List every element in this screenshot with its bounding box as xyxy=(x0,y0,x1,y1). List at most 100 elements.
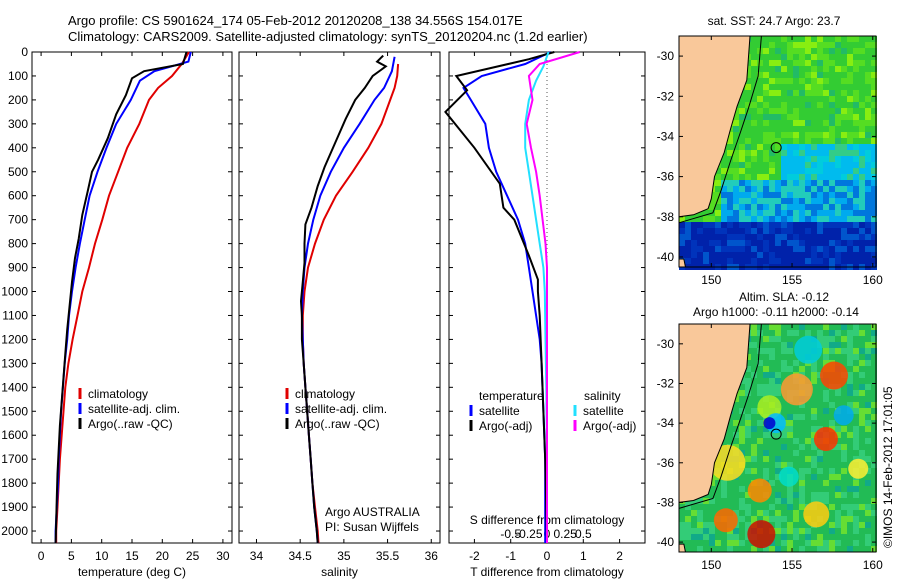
map-cell xyxy=(835,492,841,498)
map-cell xyxy=(811,246,817,252)
map-cell xyxy=(697,234,703,240)
map-cell xyxy=(799,432,805,438)
map-cell xyxy=(799,114,805,120)
map-cell xyxy=(817,150,823,156)
map-cell xyxy=(865,96,871,102)
map-cell xyxy=(769,168,775,174)
map-cell xyxy=(757,372,763,378)
map-cell xyxy=(739,204,745,210)
map-cell xyxy=(859,372,865,378)
map-cell xyxy=(781,228,787,234)
map-cell xyxy=(847,84,853,90)
map-cell xyxy=(751,420,757,426)
map-cell xyxy=(721,222,727,228)
map-cell xyxy=(787,252,793,258)
map-cell xyxy=(775,48,781,54)
map-cell xyxy=(751,144,757,150)
map-cell xyxy=(763,90,769,96)
map-cell xyxy=(859,414,865,420)
map-cell xyxy=(763,468,769,474)
map-cell xyxy=(763,360,769,366)
map-cell xyxy=(871,66,877,72)
map-cell xyxy=(853,540,859,546)
map-cell xyxy=(865,420,871,426)
x-tick-label: 1 xyxy=(580,549,587,563)
map-cell xyxy=(859,168,865,174)
map-cell xyxy=(853,522,859,528)
map-cell xyxy=(679,240,685,246)
map-cell xyxy=(763,510,769,516)
map-cell xyxy=(703,240,709,246)
map-cell xyxy=(805,108,811,114)
map-cell xyxy=(853,222,859,228)
map-cell xyxy=(793,540,799,546)
map-cell xyxy=(871,408,877,414)
map-cell xyxy=(733,210,739,216)
map-cell xyxy=(781,342,787,348)
map-cell xyxy=(829,492,835,498)
map-cell xyxy=(817,414,823,420)
map-cell xyxy=(709,492,715,498)
map-cell xyxy=(871,162,877,168)
map-cell xyxy=(775,132,781,138)
map-cell xyxy=(847,348,853,354)
map-cell xyxy=(763,144,769,150)
map-cell xyxy=(853,252,859,258)
map-cell xyxy=(865,168,871,174)
map-cell xyxy=(835,108,841,114)
map-cell xyxy=(787,324,793,330)
map-cell xyxy=(871,390,877,396)
map-cell xyxy=(841,102,847,108)
map-cell xyxy=(823,258,829,264)
map-cell xyxy=(757,324,763,330)
map-cell xyxy=(871,438,877,444)
map-cell xyxy=(781,204,787,210)
map-cell xyxy=(709,240,715,246)
map-cell xyxy=(775,480,781,486)
map-cell xyxy=(733,186,739,192)
map-cell xyxy=(829,216,835,222)
map-cell xyxy=(781,402,787,408)
map-cell xyxy=(871,468,877,474)
map-cell xyxy=(799,246,805,252)
map-cell xyxy=(817,330,823,336)
map-cell xyxy=(823,150,829,156)
map-cell xyxy=(763,78,769,84)
map-cell xyxy=(847,222,853,228)
map-cell xyxy=(679,540,685,546)
map-cell xyxy=(823,246,829,252)
map-cell xyxy=(859,240,865,246)
map-cell xyxy=(829,54,835,60)
map-cell xyxy=(811,216,817,222)
map-cell xyxy=(793,60,799,66)
map-cell xyxy=(847,138,853,144)
map-cell xyxy=(811,186,817,192)
x-tick-label: 10 xyxy=(95,549,109,563)
map-cell xyxy=(781,492,787,498)
map-cell xyxy=(811,126,817,132)
map-cell xyxy=(829,102,835,108)
map-cell xyxy=(871,444,877,450)
map-cell xyxy=(793,240,799,246)
map-cell xyxy=(757,156,763,162)
y-tick-label: 1800 xyxy=(1,476,28,490)
map-cell xyxy=(823,420,829,426)
map-cell xyxy=(859,522,865,528)
map-cell xyxy=(763,354,769,360)
argo-position-marker xyxy=(770,428,782,440)
map-cell xyxy=(763,120,769,126)
map-cell xyxy=(805,132,811,138)
map-cell xyxy=(745,498,751,504)
map-cell xyxy=(757,228,763,234)
map-cell xyxy=(745,174,751,180)
map-cell xyxy=(841,246,847,252)
y-tick-label: 1700 xyxy=(1,452,28,466)
map-cell xyxy=(781,246,787,252)
map-cell xyxy=(823,462,829,468)
map-cell xyxy=(847,240,853,246)
map-cell xyxy=(769,456,775,462)
map-cell xyxy=(829,168,835,174)
map-cell xyxy=(811,84,817,90)
legend-entry: satellite xyxy=(479,404,520,418)
map-cell xyxy=(853,492,859,498)
